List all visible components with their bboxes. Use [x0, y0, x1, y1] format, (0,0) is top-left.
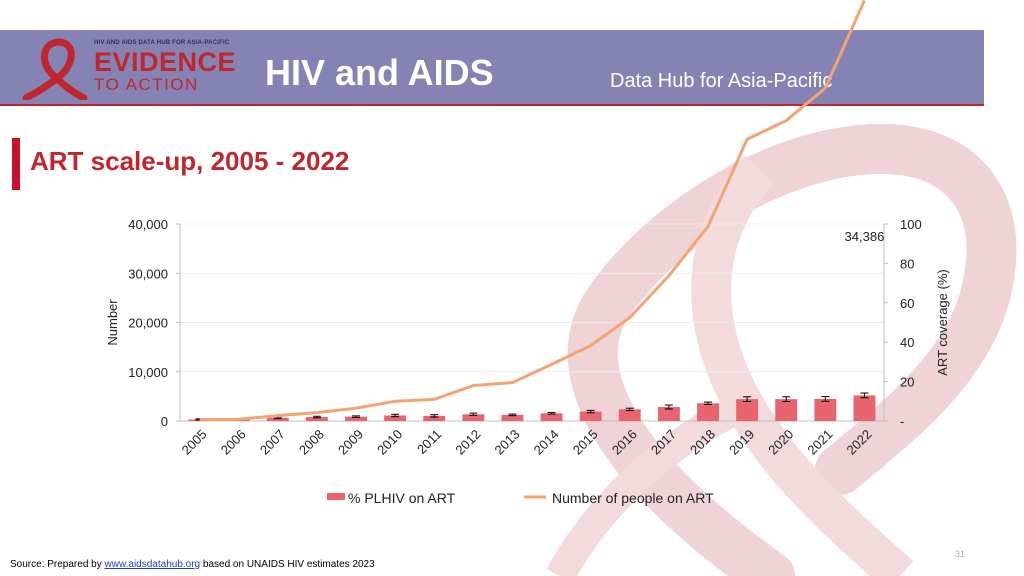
bar — [697, 403, 719, 421]
source-link[interactable]: www.aidsdatahub.org — [104, 559, 201, 570]
series-line — [199, 0, 866, 422]
y-right-tick-label: 100 — [900, 217, 922, 232]
bar — [853, 395, 876, 421]
y-left-tick-label: 40,000 — [128, 217, 168, 232]
y-right-axis-label: ART coverage (%) — [935, 269, 950, 375]
title-accent-bar — [12, 138, 20, 190]
y-right-tick-label: 20 — [900, 375, 914, 390]
bar — [579, 411, 602, 421]
bar — [736, 399, 759, 421]
x-tick-label: 2021 — [804, 427, 835, 458]
x-tick-label: 2019 — [726, 427, 757, 458]
x-tick-label: 2020 — [765, 427, 796, 458]
bar — [462, 414, 485, 421]
data-label: 34,386 — [845, 229, 885, 244]
bar — [657, 407, 680, 421]
bar — [814, 398, 837, 421]
legend-bar-label: % PLHIV on ART — [348, 490, 456, 506]
x-tick-label: 2018 — [687, 427, 718, 458]
x-tick-label: 2022 — [844, 427, 875, 458]
y-left-tick-label: 30,000 — [128, 266, 168, 281]
app-title: HIV and AIDS — [265, 52, 494, 93]
x-tick-label: 2011 — [414, 427, 444, 457]
source-prefix: Source: Prepared by — [10, 559, 105, 570]
red-ribbon-icon — [22, 38, 88, 100]
y-left-axis-label: Number — [105, 299, 120, 346]
evidence-to-action-logo: HIV AND AIDS DATA HUB FOR ASIA-PACIFIC E… — [20, 38, 245, 100]
logo-tagline: HIV AND AIDS DATA HUB FOR ASIA-PACIFIC — [94, 40, 230, 46]
page-number: 31 — [955, 549, 966, 559]
y-right-tick-label: 60 — [900, 296, 914, 311]
legend-line-label: Number of people on ART — [552, 490, 714, 506]
bar — [266, 417, 289, 421]
bar — [345, 416, 367, 421]
bar — [501, 414, 524, 421]
x-tick-label: 2013 — [492, 427, 523, 458]
y-left-tick-label: 10,000 — [128, 365, 168, 380]
legend-bar-swatch — [327, 493, 345, 500]
y-left-tick-label: 20,000 — [128, 316, 168, 331]
x-tick-label: 2008 — [296, 427, 327, 458]
app-subtitle: Data Hub for Asia-Pacific — [610, 70, 833, 92]
bar — [618, 409, 641, 421]
x-tick-label: 2009 — [335, 427, 366, 458]
x-tick-label: 2006 — [218, 427, 249, 458]
source-note: Source: Prepared by www.aidsdatahub.org … — [10, 559, 375, 570]
y-right-tick-label: - — [900, 414, 904, 429]
bar — [775, 399, 798, 421]
bar — [423, 415, 446, 421]
header-bar: HIV AND AIDS DATA HUB FOR ASIA-PACIFIC E… — [0, 30, 984, 106]
x-tick-label: 2012 — [452, 427, 483, 458]
bar — [540, 413, 563, 421]
x-tick-label: 2014 — [531, 427, 562, 458]
x-tick-label: 2016 — [609, 427, 640, 458]
x-tick-label: 2007 — [257, 427, 288, 458]
y-left-tick-label: 0 — [161, 414, 168, 429]
logo-to-action: TO ACTION — [94, 75, 199, 94]
x-tick-label: 2010 — [374, 427, 405, 458]
source-suffix: based on UNAIDS HIV estimates 2023 — [200, 559, 375, 570]
x-tick-label: 2005 — [179, 427, 210, 458]
y-right-tick-label: 40 — [900, 335, 914, 350]
x-tick-label: 2015 — [570, 427, 601, 458]
slide-title: ART scale-up, 2005 - 2022 — [30, 146, 350, 176]
logo-evidence: EVIDENCE — [94, 47, 237, 77]
bar — [384, 415, 407, 421]
bar — [305, 417, 328, 421]
y-right-tick-label: 80 — [900, 256, 914, 271]
x-tick-label: 2017 — [648, 427, 679, 458]
